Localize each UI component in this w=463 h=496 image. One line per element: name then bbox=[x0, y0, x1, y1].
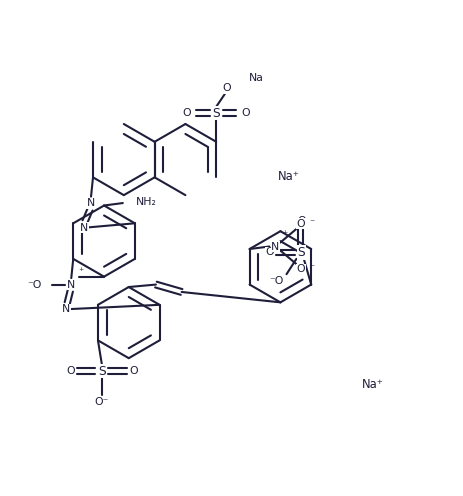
Text: O: O bbox=[296, 216, 305, 226]
Text: O: O bbox=[222, 83, 231, 93]
Text: N: N bbox=[87, 198, 95, 208]
Text: Na⁺: Na⁺ bbox=[278, 170, 300, 184]
Text: S: S bbox=[212, 107, 219, 120]
Text: ⁺: ⁺ bbox=[78, 267, 83, 277]
Text: N: N bbox=[62, 304, 70, 314]
Text: ⁻: ⁻ bbox=[308, 263, 313, 273]
Text: ⁻: ⁻ bbox=[308, 218, 313, 228]
Text: ⁻O: ⁻O bbox=[27, 280, 42, 290]
Text: Na⁺: Na⁺ bbox=[362, 378, 383, 391]
Text: S: S bbox=[98, 365, 106, 377]
Text: N: N bbox=[80, 223, 88, 233]
Text: O: O bbox=[129, 366, 138, 376]
Text: O: O bbox=[265, 248, 274, 257]
Text: S: S bbox=[297, 246, 305, 259]
Text: O: O bbox=[296, 219, 305, 229]
Text: O: O bbox=[241, 108, 250, 118]
Text: Na: Na bbox=[249, 72, 263, 82]
Text: ⁺: ⁺ bbox=[282, 230, 287, 240]
Text: ⁻O: ⁻O bbox=[269, 276, 283, 286]
Text: O: O bbox=[182, 108, 190, 118]
Text: N: N bbox=[67, 280, 75, 290]
Text: NH₂: NH₂ bbox=[136, 196, 156, 206]
Text: O⁻: O⁻ bbox=[94, 397, 109, 407]
Text: O: O bbox=[66, 366, 75, 376]
Text: N: N bbox=[270, 242, 279, 251]
Text: O: O bbox=[296, 264, 305, 274]
